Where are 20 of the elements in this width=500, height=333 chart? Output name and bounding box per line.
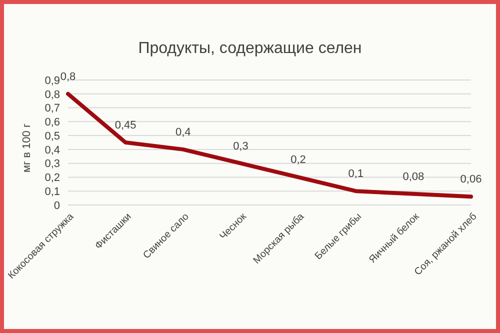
data-label: 0,45 <box>114 120 136 132</box>
data-label: 0,4 <box>175 126 191 138</box>
data-label: 0,06 <box>460 174 482 186</box>
chart-title: Продукты, содержащие селен <box>137 40 363 58</box>
data-label: 0,08 <box>402 170 424 183</box>
data-label: 0,2 <box>290 154 306 166</box>
y-tick-label: 0,5 <box>44 130 60 142</box>
y-tick-label: 0 <box>54 200 60 212</box>
y-tick-label: 0,3 <box>44 158 60 170</box>
y-tick-label: 0,4 <box>44 144 60 156</box>
y-axis-title: мг в 100 г <box>20 124 33 172</box>
y-tick-label: 0,8 <box>44 88 60 101</box>
y-tick-label: 0,2 <box>44 172 60 184</box>
y-tick-label: 0,6 <box>44 116 60 129</box>
y-tick-label: 0,9 <box>44 74 60 87</box>
y-tick-label: 0,7 <box>44 102 60 115</box>
data-label: 0,1 <box>348 168 364 180</box>
y-tick-label: 0,1 <box>44 186 60 198</box>
data-label: 0,8 <box>60 70 76 83</box>
data-label: 0,3 <box>233 140 248 152</box>
